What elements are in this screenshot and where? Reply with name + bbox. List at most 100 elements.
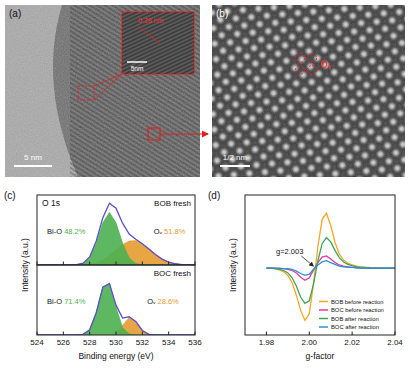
x-tick	[195, 262, 196, 266]
component-label: Bi-O 71.4%	[47, 297, 86, 306]
line-series	[266, 261, 395, 276]
spacing-marker	[138, 26, 160, 44]
inset-fringes	[122, 12, 194, 74]
vacancy-label: Oᵥ	[320, 59, 332, 70]
x-tick-label: 2.04	[387, 338, 403, 347]
plot-area	[266, 213, 395, 320]
legend-swatch	[319, 318, 328, 320]
g-arrow	[301, 256, 313, 266]
vacancy-marker	[308, 54, 317, 63]
x-tick	[195, 332, 196, 336]
component-label: Oᵥ 51.8%	[154, 227, 186, 236]
hrtem-background	[212, 5, 405, 177]
legend-swatch	[319, 301, 328, 303]
x-tick	[395, 332, 396, 336]
selection-box	[78, 86, 94, 100]
x-tick	[37, 262, 38, 266]
panel-label: (d)	[208, 190, 220, 201]
plot-area	[37, 283, 195, 335]
component-name: Oᵥ	[147, 297, 157, 306]
inset-scale-label: 5nm	[131, 65, 144, 72]
plot-frame	[37, 195, 195, 265]
panel-label: (c)	[4, 190, 16, 201]
x-tick	[63, 262, 64, 266]
area-series	[37, 213, 195, 266]
x-tick-label: 534	[162, 338, 176, 347]
vacancy-marker	[308, 66, 317, 75]
x-tick	[309, 332, 310, 336]
component-name: Bi-O	[47, 297, 64, 306]
plot-area	[37, 203, 195, 265]
line-series	[266, 238, 395, 304]
x-tick-label: 2.00	[301, 338, 317, 347]
x-tick	[116, 332, 117, 336]
plot-frame	[245, 195, 395, 335]
image-noise	[5, 5, 200, 177]
component-share: 28.6%	[157, 297, 179, 306]
x-tick-label: 536	[188, 338, 202, 347]
panel-label: (b)	[216, 8, 228, 19]
g-annotation: g=2.003	[276, 247, 303, 256]
x-tick-label: 532	[136, 338, 150, 347]
x-tick-label: 524	[30, 338, 44, 347]
x-tick	[37, 332, 38, 336]
x-tick	[89, 262, 90, 266]
sample-label: BOB fresh	[154, 199, 191, 208]
line-series	[37, 283, 195, 335]
x-tick-label: 526	[57, 338, 71, 347]
legend-label: BOC after reaction	[331, 324, 379, 330]
hrtem-image	[212, 5, 405, 177]
legend-swatch	[319, 309, 328, 311]
scale-label: 5 nm	[24, 153, 42, 162]
x-tick	[266, 332, 267, 336]
component-share: 71.4%	[64, 297, 86, 306]
component-label: Bi-O 48.2%	[47, 227, 86, 236]
vacancy-marker	[296, 54, 305, 63]
x-tick	[142, 332, 143, 336]
connector	[94, 74, 122, 86]
legend-label: BOB after reaction	[331, 316, 379, 322]
region-arrow	[160, 133, 208, 134]
plot-frame	[37, 265, 195, 335]
inset-image	[122, 12, 194, 74]
x-tick	[168, 332, 169, 336]
scale-bar	[14, 165, 52, 167]
y-axis-label: Intensity (a.u.)	[20, 238, 30, 292]
line-series	[266, 213, 395, 320]
inset-scale-bar	[127, 61, 147, 63]
line-series	[266, 256, 395, 280]
x-tick	[352, 332, 353, 336]
chart-title: O 1s	[42, 198, 60, 208]
connector	[94, 74, 122, 100]
scale-label: 1/2 nm	[223, 153, 248, 162]
x-tick	[89, 332, 90, 336]
component-share: 48.2%	[64, 227, 86, 236]
atom-columns	[212, 5, 405, 177]
region-box	[148, 128, 160, 140]
legend-label: BOC before reaction	[331, 307, 384, 313]
tem-image	[5, 5, 200, 177]
x-axis-label: Binding energy (eV)	[78, 351, 153, 361]
area-series	[37, 284, 195, 335]
panel-label: (a)	[9, 8, 21, 19]
x-tick-label: 528	[83, 338, 97, 347]
line-series	[37, 203, 195, 265]
x-tick-label: 530	[109, 338, 123, 347]
component-name: Bi-O	[47, 227, 64, 236]
legend-swatch	[319, 326, 328, 328]
scale-bar	[220, 165, 250, 167]
x-tick	[142, 262, 143, 266]
x-tick-label: 1.98	[259, 338, 275, 347]
x-tick-label: 2.02	[344, 338, 360, 347]
image-noise	[212, 5, 405, 177]
component-label: Oᵥ 28.6%	[147, 297, 179, 306]
x-axis-label: g-factor	[306, 351, 335, 361]
x-tick	[168, 262, 169, 266]
inset-text: 0.28 nm	[138, 17, 163, 24]
x-tick	[116, 262, 117, 266]
legend-label: BOB before reaction	[331, 299, 384, 305]
component-name: Oᵥ	[154, 227, 164, 236]
vacancy-marker	[296, 66, 305, 75]
y-axis-label: Intensity (a.u.)	[228, 238, 238, 292]
x-tick	[63, 332, 64, 336]
